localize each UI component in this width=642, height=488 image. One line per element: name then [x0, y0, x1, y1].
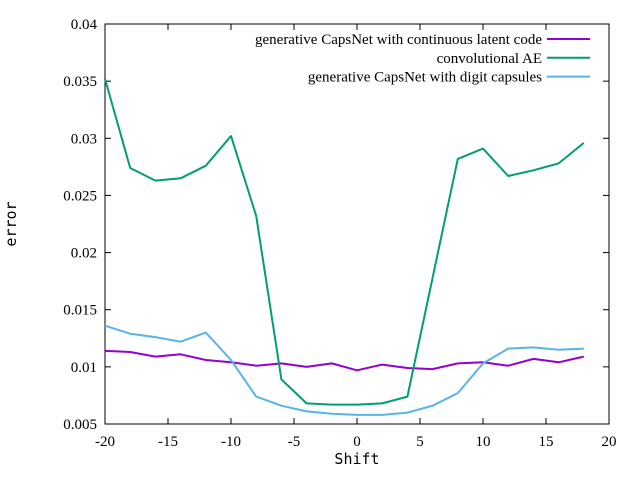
- y-tick-label: 0.01: [71, 360, 97, 376]
- x-tick-label: -10: [221, 434, 241, 450]
- y-tick-label: 0.005: [63, 417, 97, 433]
- x-tick-label: -15: [158, 434, 178, 450]
- x-tick-label: 10: [476, 434, 491, 450]
- legend-label: generative CapsNet with continuous laten…: [255, 32, 542, 48]
- y-tick-label: 0.03: [71, 131, 97, 147]
- y-tick-label: 0.025: [63, 188, 97, 204]
- legend-label: generative CapsNet with digit capsules: [308, 70, 542, 86]
- y-tick-label: 0.035: [63, 74, 97, 90]
- series-line-convolutional-ae: [104, 78, 585, 406]
- series-line-generative-capsnet-with-digit-capsules: [104, 324, 584, 416]
- series-line-generative-capsnet-with-continuous-latent-code: [104, 349, 585, 372]
- x-tick-label: 0: [353, 434, 361, 450]
- x-tick-label: -20: [95, 434, 115, 450]
- x-tick-label: 5: [416, 434, 424, 450]
- y-tick-label: 0.04: [71, 17, 98, 33]
- y-axis-label: error: [2, 201, 20, 246]
- legend-label: convolutional AE: [437, 51, 542, 67]
- x-tick-label: 20: [602, 434, 617, 450]
- x-tick-label: 15: [539, 434, 554, 450]
- x-axis-label: Shift: [334, 450, 379, 468]
- y-tick-label: 0.015: [63, 303, 97, 319]
- x-tick-label: -5: [288, 434, 301, 450]
- y-tick-label: 0.02: [71, 246, 97, 262]
